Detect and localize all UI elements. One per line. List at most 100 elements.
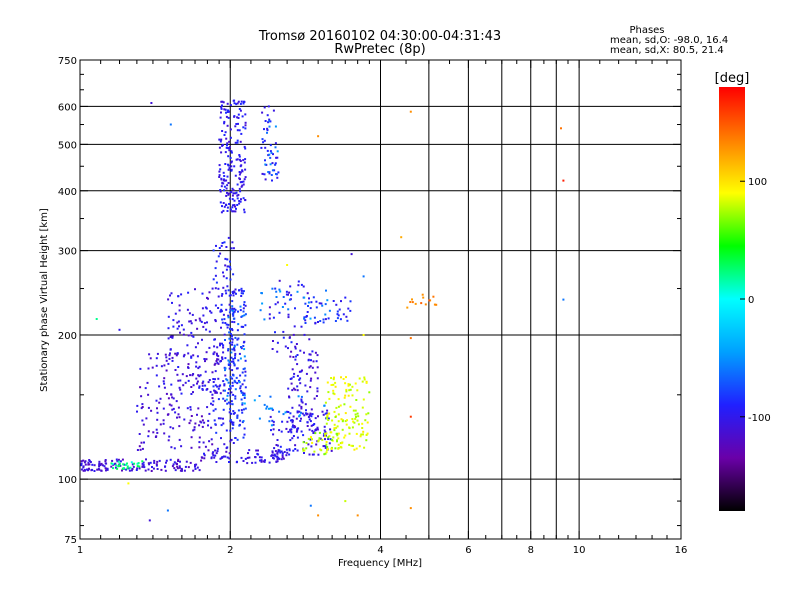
- data-point: [352, 420, 355, 423]
- data-point: [138, 445, 141, 448]
- data-point: [174, 312, 177, 315]
- data-point: [176, 465, 179, 468]
- data-point: [433, 303, 436, 306]
- data-point: [231, 204, 234, 207]
- data-point: [333, 429, 336, 432]
- data-point: [176, 416, 178, 419]
- data-point: [287, 293, 289, 296]
- data-point: [288, 449, 291, 452]
- data-point: [231, 329, 234, 332]
- data-point: [218, 176, 221, 178]
- data-point: [336, 434, 339, 437]
- data-point: [226, 285, 229, 288]
- data-point: [276, 458, 279, 461]
- data-point: [232, 99, 235, 102]
- data-point: [240, 198, 242, 201]
- data-point: [214, 390, 217, 393]
- data-point: [289, 355, 292, 358]
- data-point: [229, 156, 232, 159]
- data-point: [243, 379, 246, 382]
- data-point: [279, 445, 282, 448]
- data-point: [163, 382, 166, 385]
- data-point: [270, 151, 273, 154]
- data-point: [222, 380, 225, 383]
- data-point: [228, 342, 231, 345]
- data-point: [204, 445, 207, 448]
- data-point: [239, 140, 242, 143]
- data-point: [266, 149, 269, 152]
- data-point: [223, 383, 226, 386]
- data-point: [229, 394, 232, 397]
- data-point: [289, 439, 292, 442]
- data-point: [177, 379, 180, 382]
- data-point: [289, 412, 292, 415]
- data-point: [220, 111, 222, 114]
- data-point: [310, 445, 313, 448]
- data-point: [337, 398, 340, 401]
- data-point: [194, 463, 196, 466]
- data-point: [291, 421, 294, 424]
- data-point: [232, 312, 235, 315]
- data-point: [171, 408, 174, 411]
- data-point: [307, 416, 310, 418]
- data-point: [328, 397, 331, 400]
- data-point: [268, 153, 271, 156]
- data-point: [184, 381, 187, 384]
- data-point: [261, 138, 264, 141]
- data-point: [232, 314, 235, 317]
- data-point: [288, 448, 291, 451]
- data-point: [336, 313, 339, 316]
- data-point: [228, 461, 230, 463]
- data-point: [243, 333, 246, 336]
- data-point: [244, 374, 247, 377]
- data-point: [318, 302, 321, 305]
- data-point: [223, 175, 226, 177]
- data-point: [227, 316, 230, 319]
- y-tick-label: 75: [64, 535, 77, 546]
- data-point: [138, 465, 141, 468]
- data-point: [362, 275, 365, 278]
- data-point: [201, 419, 204, 422]
- data-point: [365, 380, 368, 383]
- data-point: [228, 203, 231, 205]
- data-point: [176, 327, 179, 330]
- data-point: [199, 420, 202, 423]
- data-point: [228, 311, 231, 314]
- data-point: [309, 379, 312, 382]
- data-point: [332, 389, 335, 392]
- data-point: [349, 405, 352, 408]
- data-point: [316, 387, 319, 390]
- data-point: [292, 387, 295, 390]
- data-point: [237, 117, 240, 119]
- data-point: [237, 193, 240, 196]
- data-point: [104, 467, 107, 470]
- data-point: [318, 437, 321, 440]
- data-point: [159, 397, 162, 400]
- data-point: [309, 386, 312, 389]
- data-point: [202, 380, 205, 383]
- data-point: [242, 408, 245, 411]
- data-point: [233, 102, 236, 105]
- data-point: [234, 381, 237, 384]
- data-point: [288, 291, 291, 294]
- data-point: [330, 449, 333, 452]
- data-point: [208, 379, 211, 381]
- data-point: [139, 448, 142, 451]
- data-point: [147, 462, 150, 465]
- data-point: [222, 455, 225, 458]
- data-point: [178, 465, 181, 468]
- data-point: [230, 412, 233, 415]
- data-point: [210, 426, 213, 429]
- data-point: [309, 307, 312, 310]
- data-point: [140, 407, 143, 410]
- data-point: [296, 354, 299, 356]
- data-point: [225, 378, 228, 381]
- data-point: [298, 378, 301, 381]
- data-point: [232, 294, 235, 297]
- data-point: [84, 463, 87, 466]
- data-point: [180, 392, 183, 395]
- data-point: [236, 329, 239, 332]
- data-point: [238, 155, 241, 158]
- data-point: [265, 407, 268, 410]
- data-point: [357, 423, 360, 426]
